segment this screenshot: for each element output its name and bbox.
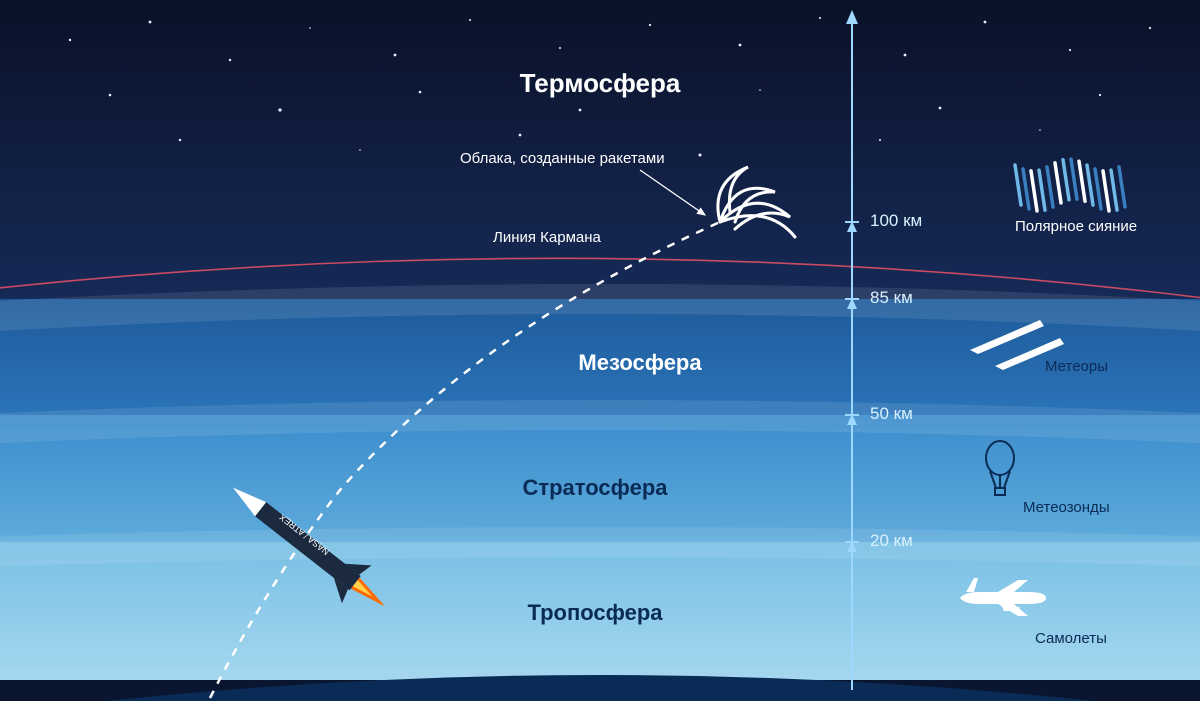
layer-label-stratosphere: Стратосфера bbox=[522, 475, 667, 501]
karman-line-label: Линия Кармана bbox=[493, 229, 601, 246]
balloon-label: Метеозонды bbox=[1023, 499, 1110, 516]
aurora-label: Полярное сияние bbox=[1015, 218, 1137, 235]
airplane-label: Самолеты bbox=[1035, 630, 1107, 647]
axis-tick-label-50: 50 км bbox=[870, 404, 913, 424]
meteors-label: Метеоры bbox=[1045, 358, 1108, 375]
atmosphere-diagram: NASA / ATREX Термосфера Мезосфера Страто… bbox=[0, 0, 1200, 701]
axis-tick-label-20: 20 км bbox=[870, 531, 913, 551]
layer-label-mesosphere: Мезосфера bbox=[578, 350, 701, 376]
layer-label-thermosphere: Термосфера bbox=[520, 68, 681, 99]
layer-label-troposphere: Тропосфера bbox=[527, 600, 662, 626]
axis-tick-label-85: 85 км bbox=[870, 288, 913, 308]
axis-tick-label-100: 100 км bbox=[870, 211, 922, 231]
rocket-clouds-label: Облака, созданные ракетами bbox=[460, 150, 665, 167]
